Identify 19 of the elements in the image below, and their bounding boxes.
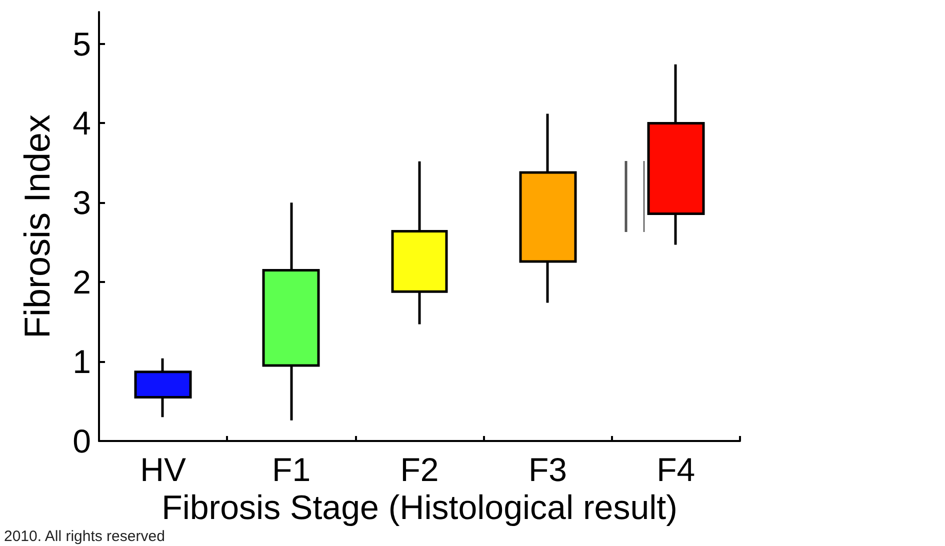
x-tick-label: F3 bbox=[528, 451, 567, 488]
candlestick bbox=[262, 201, 320, 422]
y-tick-label: 0 bbox=[72, 422, 91, 460]
x-tick-label: F4 bbox=[656, 451, 696, 488]
candlestick bbox=[391, 160, 448, 326]
candlestick bbox=[134, 357, 192, 418]
y-tick-label: 4 bbox=[72, 104, 91, 142]
x-axis-title: Fibrosis Stage (Histological result) bbox=[162, 488, 678, 527]
y-tick-label: 2 bbox=[72, 264, 91, 301]
x-tick-label: F1 bbox=[272, 451, 311, 488]
x-tick-label: HV bbox=[140, 451, 186, 488]
y-tick-label: 3 bbox=[72, 184, 91, 222]
y-axis-title: Fibrosis Index bbox=[16, 114, 58, 339]
x-tick-label: F2 bbox=[400, 451, 439, 488]
candlestick bbox=[519, 112, 577, 304]
candlestick bbox=[647, 63, 705, 246]
y-tick-label: 5 bbox=[72, 25, 91, 62]
text: 2010. All rights reserved bbox=[4, 528, 165, 545]
y-tick-label: 1 bbox=[72, 343, 91, 380]
